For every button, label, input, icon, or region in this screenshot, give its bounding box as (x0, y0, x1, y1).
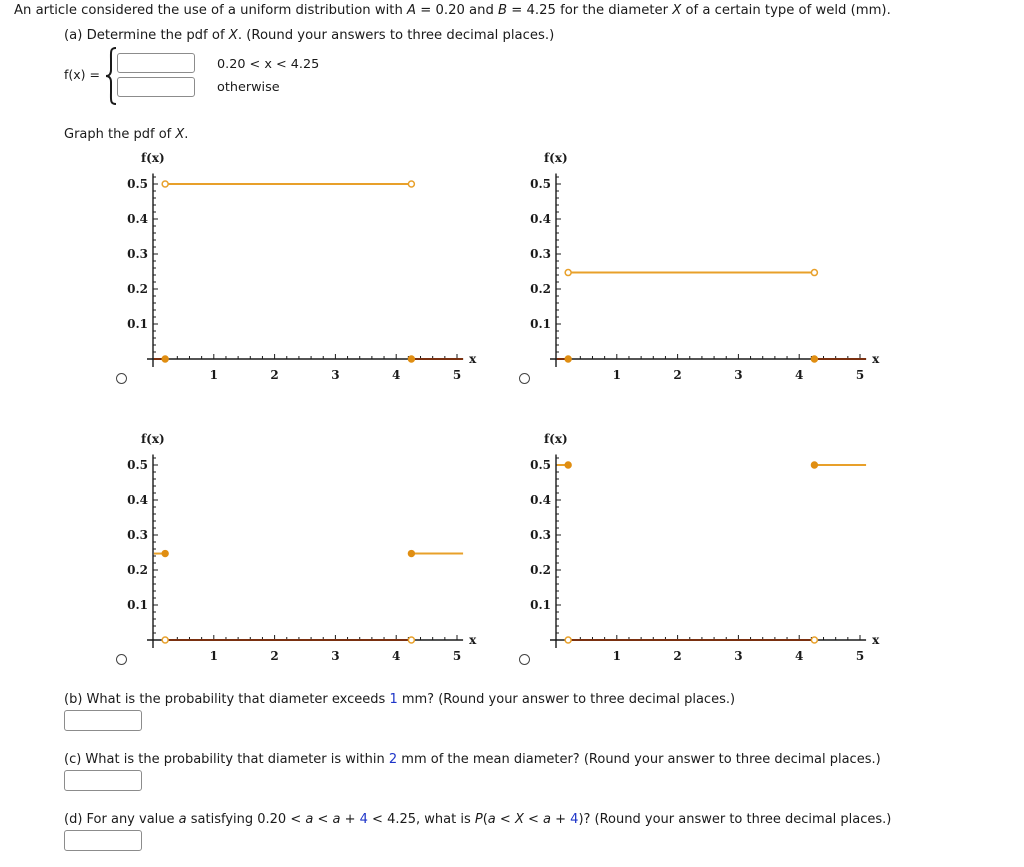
y-tick-label: 0.5 (530, 177, 551, 191)
y-tick-label: 0.1 (127, 598, 148, 612)
part-b-answer-input[interactable] (64, 710, 142, 731)
open-endpoint-icon (810, 268, 819, 277)
y-tick-label: 0.1 (530, 598, 551, 612)
y-tick-label: 0.4 (127, 493, 148, 507)
x-tick-label: 3 (734, 649, 742, 663)
closed-endpoint-icon (407, 549, 416, 558)
y-tick-label: 0.2 (530, 563, 551, 577)
x-tick-label: 2 (673, 368, 681, 382)
x-tick-label: 2 (673, 649, 681, 663)
open-endpoint-icon (564, 636, 572, 644)
y-tick-label: 0.5 (127, 458, 148, 472)
x-axis-label: x (872, 352, 880, 366)
part-b-prompt: (b) What is the probability that diamete… (64, 692, 736, 707)
closed-endpoint-icon (564, 461, 572, 469)
closed-endpoint-icon (407, 355, 416, 363)
closed-endpoint-icon (161, 549, 169, 558)
x-tick-label: 2 (270, 649, 278, 663)
x-tick-label: 4 (392, 368, 400, 382)
part-c-answer-input[interactable] (64, 770, 142, 791)
y-axis-label: f(x) (544, 151, 568, 165)
y-tick-label: 0.5 (530, 458, 551, 472)
graph-prompt: Graph the pdf of X. (64, 127, 189, 142)
closed-endpoint-icon (161, 355, 169, 363)
graph-option-4-radio[interactable] (519, 654, 530, 665)
y-tick-label: 0.4 (530, 212, 551, 226)
part-d-prompt: (d) For any value a satisfying 0.20 < a … (64, 812, 892, 827)
x-tick-label: 1 (210, 649, 218, 663)
x-tick-label: 1 (613, 649, 621, 663)
closed-endpoint-icon (564, 355, 572, 363)
x-tick-label: 1 (613, 368, 621, 382)
x-tick-label: 5 (453, 368, 461, 382)
y-axis-label: f(x) (141, 151, 165, 165)
part-d-answer-input[interactable] (64, 830, 142, 851)
closed-endpoint-icon (810, 461, 819, 469)
x-tick-label: 1 (210, 368, 218, 382)
y-axis-label: f(x) (141, 432, 165, 446)
x-tick-label: 5 (453, 649, 461, 663)
x-tick-label: 4 (795, 368, 803, 382)
y-tick-label: 0.3 (127, 247, 148, 261)
open-endpoint-icon (810, 636, 819, 644)
piecewise-brace-icon (105, 47, 117, 105)
y-tick-label: 0.3 (530, 247, 551, 261)
pdf-value-input-otherwise[interactable] (117, 77, 195, 97)
x-tick-label: 5 (856, 368, 864, 382)
condition-otherwise: otherwise (217, 80, 280, 95)
open-endpoint-icon (407, 636, 416, 644)
x-tick-label: 5 (856, 649, 864, 663)
condition-inside: 0.20 < x < 4.25 (217, 57, 320, 72)
open-endpoint-icon (407, 180, 416, 188)
x-axis-label: x (469, 352, 477, 366)
y-tick-label: 0.4 (127, 212, 148, 226)
closed-endpoint-icon (810, 355, 819, 363)
y-tick-label: 0.4 (530, 493, 551, 507)
y-tick-label: 0.1 (530, 317, 551, 331)
part-a-prompt: (a) Determine the pdf of X. (Round your … (64, 28, 555, 43)
x-axis-label: x (872, 633, 880, 647)
graph-option-1-radio[interactable] (116, 373, 127, 384)
y-tick-label: 0.3 (127, 528, 148, 542)
y-tick-label: 0.2 (127, 563, 148, 577)
open-endpoint-icon (564, 268, 572, 277)
fx-label: f(x) = (64, 67, 100, 82)
problem-statement: An article considered the use of a unifo… (14, 3, 891, 18)
y-tick-label: 0.3 (530, 528, 551, 542)
open-endpoint-icon (161, 180, 169, 188)
graph-option-2-radio[interactable] (519, 373, 530, 384)
x-tick-label: 4 (795, 649, 803, 663)
y-tick-label: 0.5 (127, 177, 148, 191)
x-tick-label: 3 (734, 368, 742, 382)
y-axis-label: f(x) (544, 432, 568, 446)
graph-option-3-radio[interactable] (116, 654, 127, 665)
x-tick-label: 4 (392, 649, 400, 663)
x-axis-label: x (469, 633, 477, 647)
x-tick-label: 3 (331, 649, 339, 663)
x-tick-label: 2 (270, 368, 278, 382)
y-tick-label: 0.2 (127, 282, 148, 296)
x-tick-label: 3 (331, 368, 339, 382)
part-c-prompt: (c) What is the probability that diamete… (64, 752, 881, 767)
y-tick-label: 0.1 (127, 317, 148, 331)
open-endpoint-icon (161, 636, 169, 644)
y-tick-label: 0.2 (530, 282, 551, 296)
pdf-value-input-inside[interactable] (117, 53, 195, 73)
